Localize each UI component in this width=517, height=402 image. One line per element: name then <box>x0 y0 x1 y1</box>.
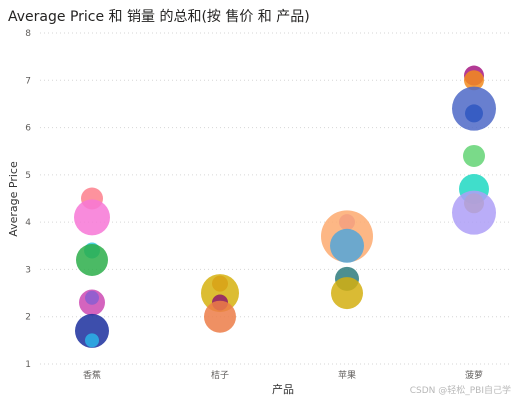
y-tick-label: 4 <box>25 218 31 228</box>
data-point[interactable] <box>85 290 99 305</box>
y-axis-ticks: 1 2 3 4 5 6 7 8 <box>25 29 31 370</box>
data-point[interactable] <box>76 243 108 276</box>
y-tick-label: 2 <box>25 313 31 323</box>
x-axis-ticks: 香蕉 桔子 苹果 菠萝 <box>83 369 483 381</box>
data-point[interactable] <box>75 313 109 348</box>
x-tick-label: 香蕉 <box>83 369 101 381</box>
data-point[interactable] <box>85 333 99 348</box>
y-tick-label: 1 <box>25 360 31 370</box>
x-tick-label: 苹果 <box>338 369 356 381</box>
y-tick-label: 6 <box>25 124 31 134</box>
y-tick-label: 3 <box>25 265 31 275</box>
data-point[interactable] <box>464 70 484 91</box>
chart-title: Average Price 和 销量 的总和(按 售价 和 产品) <box>8 9 310 25</box>
data-points[interactable] <box>74 65 496 348</box>
y-tick-label: 8 <box>25 29 31 39</box>
y-tick-label: 7 <box>25 76 31 86</box>
data-point[interactable] <box>452 190 496 235</box>
y-axis-label: Average Price <box>7 161 20 237</box>
data-point[interactable] <box>463 144 485 167</box>
data-point[interactable] <box>201 274 239 313</box>
x-axis-label: 产品 <box>272 382 294 396</box>
y-tick-label: 5 <box>25 171 31 181</box>
data-point[interactable] <box>330 228 364 263</box>
data-point[interactable] <box>465 104 483 123</box>
x-tick-label: 菠萝 <box>465 369 483 381</box>
gridlines <box>40 32 510 365</box>
x-tick-label: 桔子 <box>211 369 229 381</box>
data-point[interactable] <box>74 199 110 236</box>
data-point[interactable] <box>331 277 363 310</box>
data-point[interactable] <box>204 300 236 333</box>
watermark: CSDN @轻松_PBI自己学 <box>409 386 511 396</box>
